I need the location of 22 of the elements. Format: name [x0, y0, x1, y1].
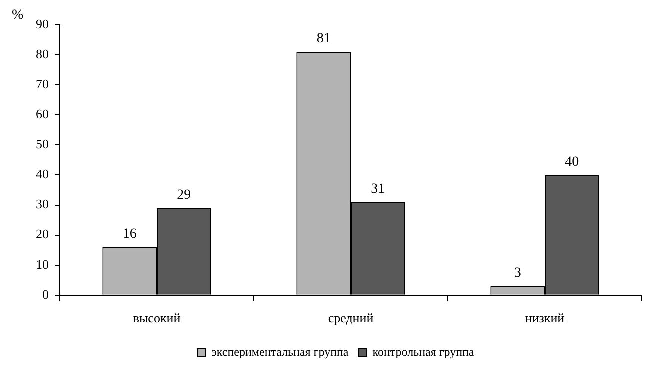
- y-axis-title: %: [12, 8, 24, 24]
- y-tick-label: 70: [36, 76, 49, 92]
- data-label: 40: [565, 154, 580, 170]
- data-label: 29: [177, 188, 192, 203]
- y-tick-label: 60: [36, 106, 49, 122]
- y-tick-label: 30: [36, 196, 49, 212]
- legend-label: экспериментальная группа: [212, 345, 350, 360]
- data-label: 81: [316, 32, 331, 47]
- y-tick-label: 20: [36, 226, 49, 242]
- x-tick-label: средний: [328, 310, 374, 326]
- y-tick-label: 10: [36, 256, 49, 272]
- data-label: 16: [122, 227, 137, 242]
- y-tick-label: 80: [36, 46, 49, 62]
- y-tick-label: 90: [36, 16, 49, 32]
- data-label: 3: [514, 266, 522, 282]
- x-tick-label: высокий: [133, 310, 181, 326]
- data-label: 31: [371, 182, 386, 197]
- legend-label: контрольная группа: [372, 345, 475, 360]
- x-tick-label: низкий: [525, 310, 565, 326]
- y-tick-label: 50: [36, 136, 49, 152]
- y-tick-label: 0: [42, 286, 49, 302]
- y-tick-label: 40: [36, 166, 49, 182]
